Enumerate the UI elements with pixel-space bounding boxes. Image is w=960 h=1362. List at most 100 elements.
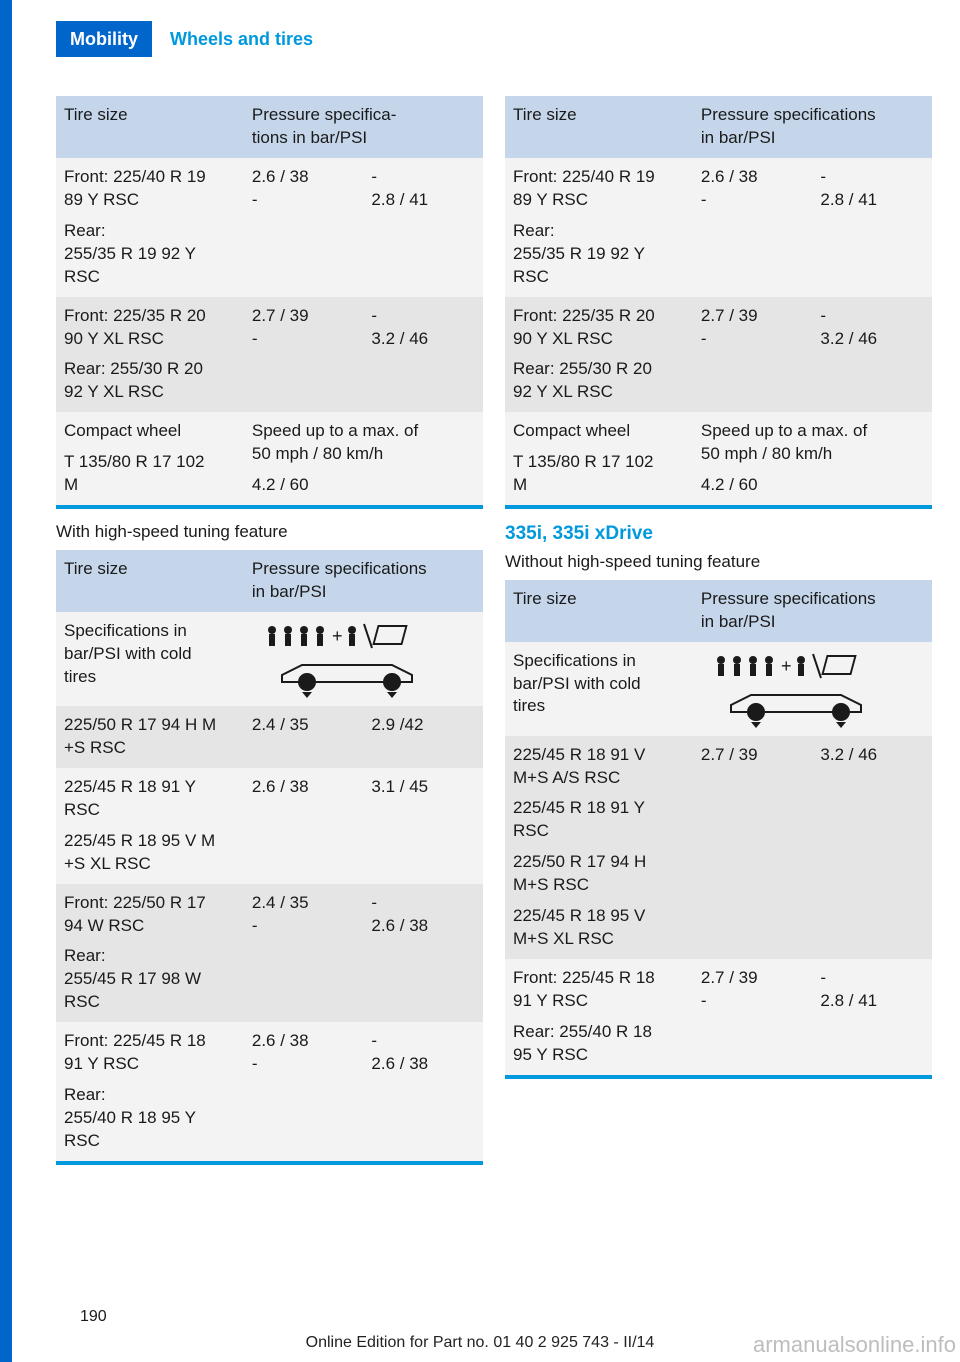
cell-text: 2.6 / 38 [252,166,356,189]
cell-text: - [252,1053,356,1076]
cell-text: 225/45 R 18 91 Y RSC [64,776,236,822]
th-pressure: Pressure specifications in bar/PSI [693,580,932,642]
cell-text: - [820,166,924,189]
cell-text: T 135/80 R 17 102 M [64,451,236,497]
cell-text: Specifications in bar/PSI with cold tire… [56,612,244,706]
table-row: Front: 225/40 R 19 89 Y RSC Rear: 255/35… [56,158,483,297]
cell-text: - [252,328,356,351]
cell-text: 3.1 / 45 [363,768,483,884]
subheading: With high-speed tuning feature [56,509,483,550]
svg-text:+: + [332,626,343,646]
cell-text: - [371,166,475,189]
cell-text: 2.6 / 38 [371,1053,475,1076]
cell-text: 2.4 / 35 [244,706,364,768]
table-row: Specifications in bar/PSI with cold tire… [505,642,932,736]
svg-text:+: + [781,656,792,676]
cell-text: 225/50 R 17 94 H M +S RSC [56,706,244,768]
cell-text: 2.8 / 41 [820,990,924,1013]
cell-text: 3.2 / 46 [820,328,924,351]
cell-text: Rear: 255/30 R 20 92 Y XL RSC [513,358,685,404]
cell-text: Rear: 255/45 R 17 98 W RSC [64,945,236,1014]
cell-text: Specifications in bar/PSI with cold tire… [505,642,693,736]
cell-text: 2.8 / 41 [371,189,475,212]
cell-text: 2.4 / 35 [252,892,356,915]
page-header: Mobility Wheels and tires [56,22,932,56]
th-pressure: Pressure specifications in bar/PSI [244,550,483,612]
cell-text: Rear: 255/35 R 19 92 Y RSC [64,220,236,289]
table-row: Front: 225/35 R 20 90 Y XL RSC Rear: 255… [56,297,483,413]
cell-text: Front: 225/45 R 18 91 Y RSC [64,1030,236,1076]
cell-text: - [820,967,924,990]
th-tire-size: Tire size [56,550,244,612]
cell-text: Rear: 255/40 R 18 95 Y RSC [513,1021,685,1067]
cell-text: 225/45 R 18 95 V M +S XL RSC [64,830,236,876]
table-row: Compact wheel T 135/80 R 17 102 M Speed … [505,412,932,507]
cell-text: - [252,189,356,212]
table-row: 225/45 R 18 91 Y RSC 225/45 R 18 95 V M … [56,768,483,884]
cell-text: Rear: 255/30 R 20 92 Y XL RSC [64,358,236,404]
table-row: Front: 225/50 R 17 94 W RSC Rear: 255/45… [56,884,483,1023]
th-tire-size: Tire size [505,580,693,642]
cell-text: Rear: 255/40 R 18 95 Y RSC [64,1084,236,1153]
cell-text: - [371,305,475,328]
cell-text: 2.6 / 38 [371,915,475,938]
cell-text: - [701,189,805,212]
cell-text: 2.6 / 38 [244,768,364,884]
cell-text: 2.6 / 38 [252,1030,356,1053]
th-pressure: Pressure specifications in bar/PSI [693,96,932,158]
cell-text: Front: 225/40 R 19 89 Y RSC [64,166,236,212]
cell-text: 4.2 / 60 [252,474,475,497]
th-pressure: Pressure specifica‐ tions in bar/PSI [244,96,483,158]
left-column: Tire size Pressure specifica‐ tions in b… [56,96,483,1165]
cell-text: 2.7 / 39 [252,305,356,328]
right-column: Tire size Pressure specifications in bar… [505,96,932,1165]
table-header-row: Tire size Pressure specifications in bar… [505,96,932,158]
cell-text: 225/45 R 18 91 Y RSC [513,797,685,843]
table-header-row: Tire size Pressure specifications in bar… [505,580,932,642]
table-row: Specifications in bar/PSI with cold tire… [56,612,483,706]
cell-text: 2.7 / 39 [701,305,805,328]
cell-text: - [701,328,805,351]
cell-text: 2.7 / 39 [701,967,805,990]
cell-text: - [371,1030,475,1053]
table-row: Front: 225/45 R 18 91 Y RSC Rear: 255/40… [505,959,932,1077]
cell-text: Rear: 255/35 R 19 92 Y RSC [513,220,685,289]
cell-text: 3.2 / 46 [371,328,475,351]
cell-text: Speed up to a max. of 50 mph / 80 km/h [701,420,924,466]
right-table-2: Tire size Pressure specifications in bar… [505,580,932,1079]
cell-text: 2.8 / 41 [820,189,924,212]
cell-text: 4.2 / 60 [701,474,924,497]
table-row: 225/45 R 18 91 V M+S A/S RSC 225/45 R 18… [505,736,932,960]
sidebar-accent [0,0,12,1362]
cell-text: 2.9 /42 [363,706,483,768]
page-number: 190 [80,1306,107,1328]
header-title: Wheels and tires [170,27,313,51]
table-row: Front: 225/40 R 19 89 Y RSC Rear: 255/35… [505,158,932,297]
header-section-badge: Mobility [56,21,152,57]
cell-text: Front: 225/35 R 20 90 Y XL RSC [64,305,236,351]
subheading: Without high-speed tuning feature [505,551,932,580]
cell-text: - [820,305,924,328]
left-table-2: Tire size Pressure specifications in bar… [56,550,483,1165]
cell-text: Front: 225/50 R 17 94 W RSC [64,892,236,938]
table-row: Compact wheel T 135/80 R 17 102 M Speed … [56,412,483,507]
cell-text: 225/45 R 18 95 V M+S XL RSC [513,905,685,951]
cell-text: Front: 225/35 R 20 90 Y XL RSC [513,305,685,351]
table-header-row: Tire size Pressure specifications in bar… [56,550,483,612]
cell-text: 2.6 / 38 [701,166,805,189]
table-row: Front: 225/35 R 20 90 Y XL RSC Rear: 255… [505,297,932,413]
cell-text: - [701,990,805,1013]
cell-text: T 135/80 R 17 102 M [513,451,685,497]
load-diagram-icon: + [244,612,483,706]
th-tire-size: Tire size [505,96,693,158]
cell-text: - [252,915,356,938]
table-row: Front: 225/45 R 18 91 Y RSC Rear: 255/40… [56,1022,483,1163]
cell-text: 225/50 R 17 94 H M+S RSC [513,851,685,897]
section-title: 335i, 335i xDrive [505,509,932,551]
load-diagram-icon: + [693,642,932,736]
right-table-1: Tire size Pressure specifications in bar… [505,96,932,509]
table-row: 225/50 R 17 94 H M +S RSC 2.4 / 35 2.9 /… [56,706,483,768]
cell-text: - [371,892,475,915]
th-tire-size: Tire size [56,96,244,158]
content-columns: Tire size Pressure specifica‐ tions in b… [56,96,932,1165]
